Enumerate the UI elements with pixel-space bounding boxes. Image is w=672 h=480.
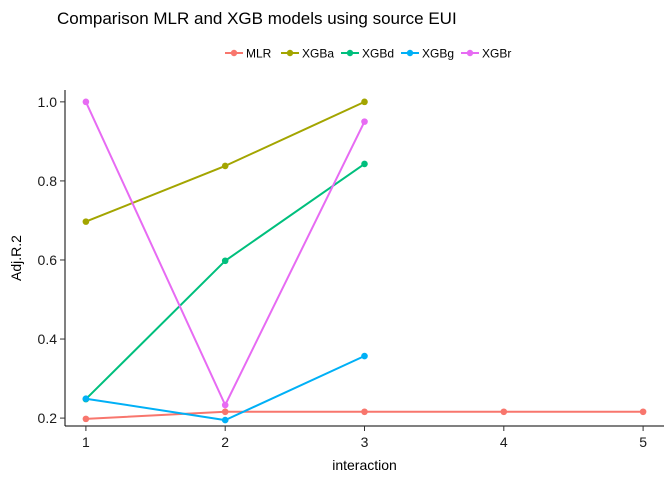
data-point-mlr (82, 415, 90, 423)
series-line-xgba (85, 100, 365, 223)
legend-label: XGBr (482, 47, 511, 61)
data-point-mlr (639, 408, 647, 416)
data-point-mlr (221, 408, 229, 416)
legend-item-xgbg: XGBg (401, 47, 454, 61)
data-point-xgbr (82, 98, 90, 106)
legend-key-point (466, 49, 474, 57)
plot-area: 1 2 3 4 5 0.2 0.4 0.6 0.8 1.0 (38, 90, 664, 450)
data-point-xgba (221, 162, 229, 170)
legend-key-point (230, 49, 238, 57)
legend-item-mlr: MLR (225, 47, 272, 61)
data-point-xgba (361, 98, 368, 106)
legend-label: XGBg (422, 47, 454, 61)
data-point-xgbd (361, 160, 368, 168)
x-axis-title: interaction (332, 457, 397, 473)
legend-key-point (406, 49, 414, 57)
x-tick-label: 5 (639, 434, 647, 450)
series-line-xgbr (84, 101, 366, 406)
legend-item-xgba: XGBa (281, 47, 334, 61)
chart-title: Comparison MLR and XGB models using sour… (57, 9, 457, 28)
x-ticks: 1 2 3 4 5 (82, 426, 647, 450)
legend-item-xgbr: XGBr (461, 47, 511, 61)
series-line-xgbd (85, 163, 366, 400)
x-tick-label: 4 (500, 434, 508, 450)
legend-key-point (286, 49, 294, 57)
data-point-xgbr (221, 401, 229, 409)
legend-key-point (346, 49, 354, 57)
legend: MLR XGBa XGBd XGBg XGBr (225, 47, 511, 61)
x-tick-label: 3 (361, 434, 369, 450)
data-point-xgba (82, 218, 90, 225)
y-tick-label: 0.8 (38, 173, 58, 189)
x-tick-label: 2 (221, 434, 229, 450)
x-tick-label: 1 (82, 434, 90, 450)
legend-label: XGBa (302, 47, 334, 61)
data-point-mlr (500, 408, 508, 416)
data-point-xgbr (361, 118, 368, 125)
y-tick-label: 1.0 (38, 94, 58, 110)
legend-label: XGBd (362, 47, 394, 61)
data-point-mlr (361, 408, 368, 416)
y-tick-label: 0.2 (38, 410, 58, 426)
data-point-xgbg (221, 416, 229, 424)
y-tick-label: 0.6 (38, 252, 58, 268)
series-group (82, 98, 647, 424)
data-point-xgbd (221, 257, 229, 265)
legend-item-xgbd: XGBd (341, 47, 394, 61)
y-ticks: 0.2 0.4 0.6 0.8 1.0 (38, 94, 65, 426)
data-point-xgbg (361, 352, 368, 360)
legend-label: MLR (246, 47, 272, 61)
y-tick-label: 0.4 (38, 331, 58, 347)
data-point-xgbg (82, 395, 90, 403)
y-axis-title: Adj.R.2 (8, 235, 24, 281)
